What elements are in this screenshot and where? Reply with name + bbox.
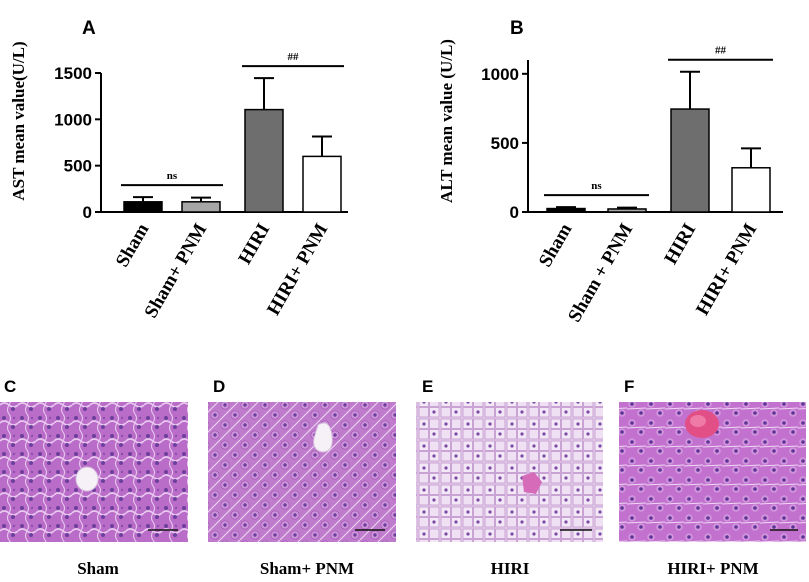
histology-e: E HIRI bbox=[416, 377, 603, 578]
caption-sham-pnm: Sham+ PNM bbox=[260, 559, 354, 578]
significance-ns: ns bbox=[121, 170, 223, 187]
svg-text:ns: ns bbox=[591, 180, 602, 192]
x-tick-label-hiri-pnm: HIRI+ PNM bbox=[692, 220, 761, 319]
bar-hiri-pnm bbox=[731, 167, 771, 213]
x-tick-label-sham: Sham bbox=[535, 220, 577, 271]
y-tick-label: 1000 bbox=[54, 110, 92, 129]
bar-sham bbox=[123, 201, 163, 213]
panel-label-c: C bbox=[4, 377, 16, 396]
histology-d: D Sham+ PNM bbox=[208, 377, 396, 578]
x-tick-label-hiri: HIRI bbox=[660, 220, 700, 268]
x-tick-label-sham-pnm: Sham+ PNM bbox=[140, 220, 211, 322]
x-tick-label-hiri: HIRI bbox=[234, 220, 274, 268]
histology-c: C Sham bbox=[0, 377, 188, 578]
micrograph-hiri-pnm bbox=[619, 402, 806, 542]
error-bar-sham-pnm bbox=[617, 206, 637, 209]
x-tick-label-hiri-pnm: HIRI+ PNM bbox=[263, 220, 332, 319]
bar-hiri bbox=[244, 108, 284, 213]
y-axis-a: 0 500 1000 1500 bbox=[54, 64, 102, 222]
error-bar-sham bbox=[556, 206, 576, 209]
bar-hiri-pnm bbox=[302, 155, 342, 213]
caption-hiri: HIRI bbox=[491, 559, 530, 578]
significance-hash: ## bbox=[668, 45, 773, 61]
error-bar-hiri bbox=[254, 77, 274, 110]
histology-f: F HIRI+ PNM bbox=[619, 377, 806, 578]
svg-text:##: ## bbox=[715, 45, 727, 57]
panel-label-a: A bbox=[82, 18, 96, 39]
bar-sham bbox=[546, 207, 586, 213]
error-bar-hiri-pnm bbox=[312, 135, 332, 157]
y-tick-label: 500 bbox=[64, 157, 92, 176]
chart-b-alt: B ALT mean value (U/L) 0 500 1000 ns ## Sha… bbox=[437, 18, 783, 326]
x-tick-label-sham: Sham bbox=[112, 220, 154, 271]
error-bar-hiri bbox=[680, 70, 700, 110]
significance-hash: ## bbox=[242, 51, 344, 68]
svg-text:ns: ns bbox=[167, 170, 178, 182]
micrograph-sham bbox=[0, 402, 188, 542]
y-tick-label: 1000 bbox=[481, 65, 519, 84]
y-tick-label: 0 bbox=[510, 203, 519, 222]
y-axis-b: 0 500 1000 bbox=[481, 60, 529, 222]
panel-label-f: F bbox=[624, 377, 634, 396]
y-tick-label: 0 bbox=[83, 203, 92, 222]
panel-label-b: B bbox=[510, 18, 524, 39]
error-bar-sham-pnm bbox=[191, 196, 211, 202]
x-tick-label-sham-pnm: Sham + PNM bbox=[564, 220, 637, 326]
y-axis-label-alt: ALT mean value (U/L) bbox=[437, 39, 456, 203]
bar-hiri bbox=[670, 108, 710, 213]
significance-ns: ns bbox=[544, 180, 649, 197]
bar-sham-pnm bbox=[181, 201, 221, 213]
micrograph-sham-pnm bbox=[208, 402, 396, 542]
caption-sham: Sham bbox=[77, 559, 119, 578]
bar-sham-pnm bbox=[607, 208, 647, 213]
y-tick-label: 500 bbox=[491, 134, 519, 153]
y-axis-label-ast: AST mean value(U/L) bbox=[9, 41, 28, 200]
panel-label-e: E bbox=[422, 377, 433, 396]
caption-hiri-pnm: HIRI+ PNM bbox=[667, 559, 758, 578]
micrograph-hiri bbox=[416, 402, 603, 542]
error-bar-sham bbox=[133, 196, 153, 202]
panel-label-d: D bbox=[213, 377, 225, 396]
svg-text:##: ## bbox=[288, 51, 300, 63]
y-tick-label: 1500 bbox=[54, 64, 92, 83]
error-bar-hiri-pnm bbox=[741, 147, 761, 168]
